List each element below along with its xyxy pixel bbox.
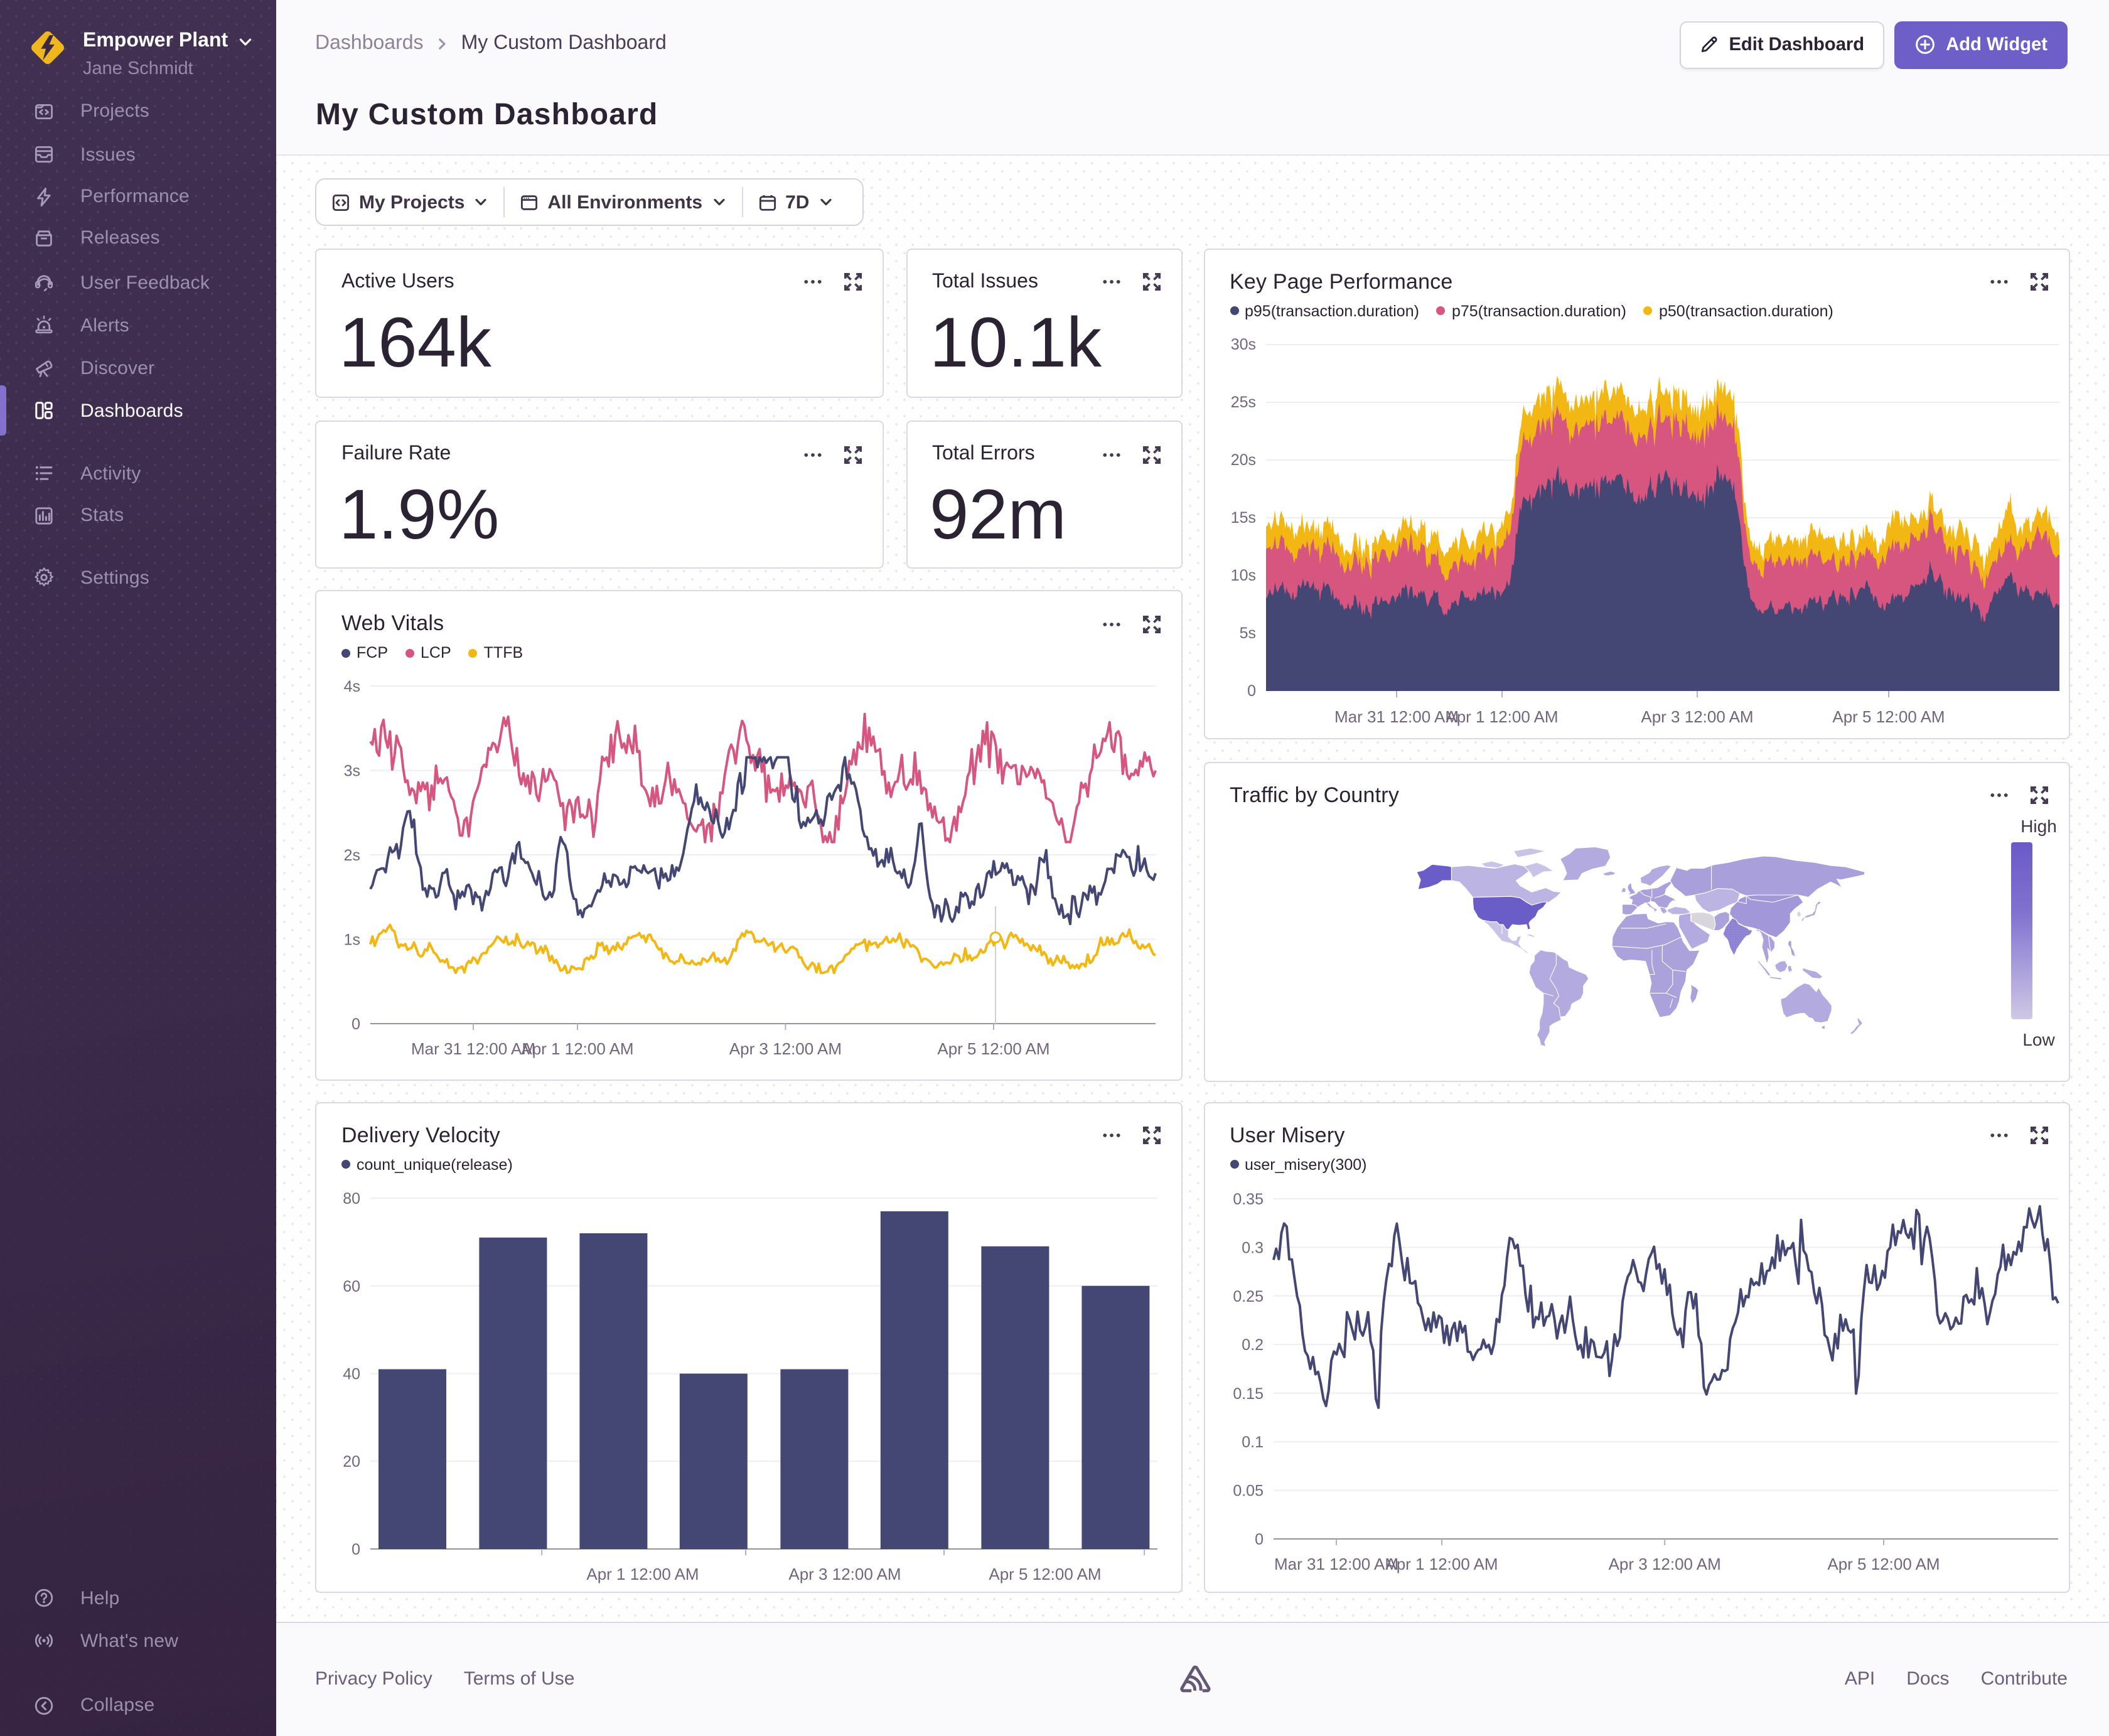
svg-text:Apr 3 12:00 AM: Apr 3 12:00 AM [788,1564,901,1583]
svg-text:Apr 5 12:00 AM: Apr 5 12:00 AM [937,1039,1049,1058]
svg-text:Apr 5 12:00 AM: Apr 5 12:00 AM [1832,707,1944,726]
svg-text:0: 0 [352,1015,360,1033]
svg-text:40: 40 [343,1364,360,1382]
svg-text:Apr 5 12:00 AM: Apr 5 12:00 AM [989,1564,1101,1583]
svg-text:0: 0 [1247,682,1255,699]
svg-text:Apr 5 12:00 AM: Apr 5 12:00 AM [1827,1554,1939,1573]
svg-text:Mar 31 12:00 AM: Mar 31 12:00 AM [1334,707,1458,726]
svg-text:Apr 1 12:00 AM: Apr 1 12:00 AM [521,1039,633,1058]
svg-text:Apr 3 12:00 AM: Apr 3 12:00 AM [729,1039,842,1058]
svg-text:5s: 5s [1239,624,1255,641]
svg-text:Apr 3 12:00 AM: Apr 3 12:00 AM [1608,1554,1720,1573]
svg-text:0: 0 [1254,1530,1263,1548]
svg-text:0.1: 0.1 [1241,1433,1263,1450]
svg-text:0.05: 0.05 [1232,1482,1263,1499]
svg-text:1s: 1s [344,931,360,949]
svg-text:10s: 10s [1230,566,1255,584]
svg-text:30s: 30s [1230,335,1255,353]
svg-text:60: 60 [343,1277,360,1295]
svg-text:20s: 20s [1230,451,1255,468]
svg-text:Apr 3 12:00 AM: Apr 3 12:00 AM [1640,707,1752,726]
svg-text:0.2: 0.2 [1241,1336,1263,1353]
svg-text:15s: 15s [1230,508,1255,526]
svg-text:Mar 31 12:00 AM: Mar 31 12:00 AM [411,1039,535,1058]
svg-text:4s: 4s [344,678,360,695]
svg-text:Apr 1 12:00 AM: Apr 1 12:00 AM [1445,707,1557,726]
svg-text:25s: 25s [1230,393,1255,410]
svg-text:Mar 31 12:00 AM: Mar 31 12:00 AM [1274,1554,1398,1573]
svg-text:Apr 1 12:00 AM: Apr 1 12:00 AM [586,1564,699,1583]
svg-text:0.3: 0.3 [1241,1238,1263,1256]
svg-text:Apr 1 12:00 AM: Apr 1 12:00 AM [1385,1554,1497,1573]
svg-text:0: 0 [352,1540,360,1558]
svg-text:20: 20 [343,1452,360,1470]
svg-text:80: 80 [343,1189,360,1207]
svg-text:2s: 2s [344,847,360,864]
svg-text:0.15: 0.15 [1232,1385,1263,1402]
svg-text:0.25: 0.25 [1232,1287,1263,1305]
svg-text:0.35: 0.35 [1232,1190,1263,1208]
svg-text:3s: 3s [344,762,360,780]
